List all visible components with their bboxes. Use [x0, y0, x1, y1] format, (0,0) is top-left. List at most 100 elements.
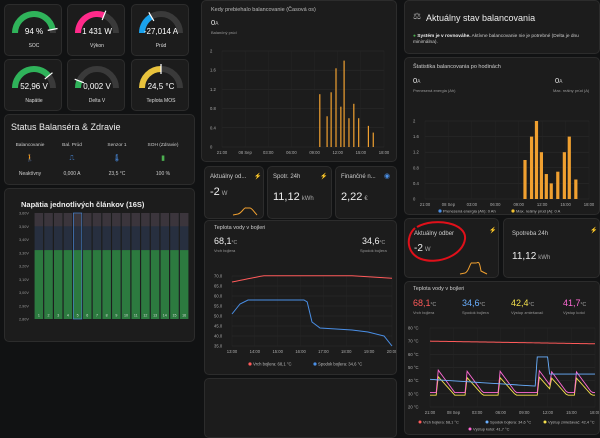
legend-label: Spodok bojlera: 34,6 °C: [490, 420, 531, 425]
xtick: 20:00: [387, 349, 397, 354]
consumption-24h-card[interactable]: Spotr. 24h ⚡ 11,12 kWh: [267, 166, 332, 219]
gauge-value: 1 431 W: [82, 27, 112, 36]
gauge-card-soc[interactable]: 94 % SOC: [4, 4, 62, 56]
xtick: 03:00: [472, 410, 483, 415]
current-consumption-sparkline: [232, 207, 258, 216]
current-draw-title: Aktuálny odber: [414, 231, 455, 237]
gauge-card-current[interactable]: -27,014 A Prúd: [131, 4, 189, 56]
legend-label: Vrch bojlera: 68,1 °C: [253, 362, 292, 367]
ytick: 70.0: [214, 274, 223, 279]
xtick: 09:00: [519, 410, 530, 415]
cell-bar: [44, 250, 53, 319]
xtick: 06:00: [495, 410, 506, 415]
cell-bar: [160, 250, 170, 319]
boiler-top-value: 68,1°C: [214, 236, 238, 246]
cell-label: 7: [96, 314, 98, 318]
hourly-stats-card: Štatistika balancovania po hodinách 0A P…: [404, 57, 600, 215]
balancing-history-chart: 2 1.6 1.2 0.8 0.4 0 21:00 08 Sep 03:00 06:00 09:00…: [210, 49, 390, 156]
gauge-card-delta[interactable]: 0,002 V Delta V: [67, 59, 125, 111]
cell-ytick: 3,40V: [19, 238, 29, 242]
ytick: 2: [210, 49, 213, 54]
temp2-label: Vrch bojlera: [413, 310, 435, 315]
legend-dot: [313, 362, 317, 366]
cell-bar: [63, 250, 73, 319]
ytick: 0: [210, 145, 213, 150]
bolt-icon: ⚡: [254, 174, 262, 180]
hourly-right-value: 0A: [555, 76, 563, 85]
ytick: 20 °C: [408, 405, 419, 410]
hourly-left-value: 0A: [413, 76, 421, 85]
gauge-label: Delta V: [88, 98, 106, 104]
annotation-circle: [407, 221, 467, 262]
consumption-24h-title: Spotr. 24h: [273, 174, 301, 180]
xtick: 18:00: [379, 150, 390, 155]
consumption-24h-card-2[interactable]: Spotreba 24h ⚡ 11,12 kWh: [503, 218, 600, 278]
cell-label: 4: [67, 314, 69, 318]
xtick: 17:00: [318, 349, 329, 354]
gauge-arc: [12, 66, 56, 89]
stat-bar: [574, 179, 578, 199]
gauge-card-power[interactable]: 1 431 W Výkon: [67, 4, 125, 56]
legend-dot: [418, 420, 422, 424]
status-item-value: 100 %: [155, 171, 171, 177]
legend-dot: [248, 362, 252, 366]
xtick: 08 Sep: [239, 150, 253, 155]
ytick: 0.4: [210, 125, 216, 130]
status-card: Status Balanséra & Zdravie Balancovanie 🚶…: [4, 114, 195, 185]
gauge-card-mos[interactable]: 24,5 °C Teplota MOS: [131, 59, 189, 111]
stat-bar: [523, 160, 527, 199]
ytick: 40.0: [214, 334, 223, 339]
financial-card[interactable]: Finančné n... ◉ 2,22 €: [335, 166, 397, 219]
ytick: 50 °C: [408, 365, 419, 370]
balancing-bar: [367, 125, 369, 147]
current-consumption-card[interactable]: Aktuálny od... ⚡ -2 W: [204, 166, 264, 219]
cell-label: 1: [38, 314, 40, 318]
boiler-temp-card: Teplota vody v bojleri 68,1°C Vrch bojle…: [204, 220, 397, 375]
cell-label: 3: [57, 314, 59, 318]
ytick: 60.0: [214, 294, 223, 299]
column2-bottom-card: [204, 378, 397, 438]
gauge-arc: [75, 10, 119, 34]
balancing-bar: [343, 60, 345, 147]
gauge-arc: [74, 66, 119, 89]
series-boiler: [430, 368, 595, 393]
ytick: 35.0: [214, 344, 223, 349]
cell-voltage-chart: 3,60V 3,50V 3,40V 3,30V 3,20V 3,10V 3,00V 2,90V…: [19, 212, 189, 322]
xtick: 21:00: [217, 150, 228, 155]
ytick: 0.4: [413, 181, 419, 186]
status-item-label: SOH (Zdravie): [147, 143, 179, 148]
boiler-temp-title-2: Teplota vody v bojleri: [413, 286, 465, 292]
xtick: 18:00: [590, 410, 600, 415]
gauge-label: Napätie: [25, 98, 43, 104]
stat-bar: [534, 121, 539, 199]
gauge-fill: [139, 66, 162, 89]
xtick: 21:00: [425, 410, 436, 415]
cell-voltage-title: Napätia jednotlivých článkov (16S): [21, 200, 145, 209]
balancing-bar: [372, 132, 374, 147]
xtick: 14:00: [250, 349, 261, 354]
thermometer-icon: 🌡: [112, 155, 122, 162]
current-draw-card[interactable]: Aktuálny odber ⚡ -2 W: [404, 218, 499, 278]
stat-bar: [529, 136, 534, 199]
gauge-fill: [12, 11, 56, 34]
cell-label: 2: [48, 314, 50, 318]
xtick: 15:00: [272, 349, 283, 354]
ytick: 60 °C: [408, 352, 419, 357]
ytick: 1.6: [210, 68, 216, 73]
gauge-label: Prúd: [155, 43, 167, 49]
xtick: 18:00: [341, 349, 352, 354]
legend-dot: [543, 420, 547, 424]
balancing-status-message: ● Systém je v rovnováhe. Aktívne balanco…: [413, 34, 579, 46]
temp2-label: Výstup kotol: [563, 310, 585, 315]
balance-icon: ⚖: [413, 11, 422, 21]
balancing-icon: 🚶: [25, 155, 35, 162]
xtick: 12:00: [537, 202, 548, 207]
ytick: 55.0: [214, 304, 223, 309]
cell-bar: [121, 250, 131, 319]
legend-dot: [511, 209, 515, 213]
bolt-icon: ⚡: [590, 228, 598, 234]
gauge-card-voltage[interactable]: 52,96 V Napätie: [4, 59, 62, 111]
xtick: 12:00: [543, 410, 554, 415]
cell-ytick: 3,10V: [19, 278, 29, 282]
temp2-value: 34,6°C: [462, 298, 486, 308]
